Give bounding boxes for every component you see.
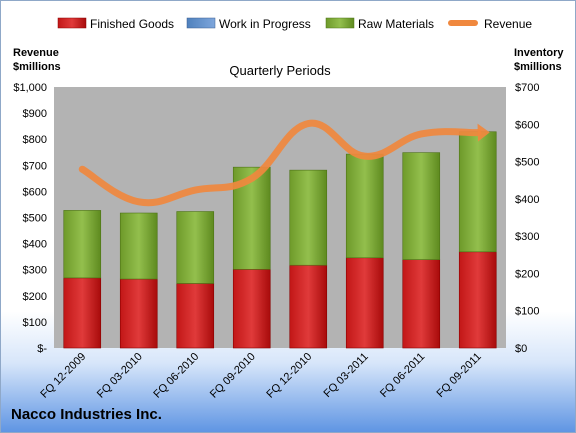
x-tick-label: FQ 09-2010	[208, 351, 258, 401]
revenue-line	[78, 119, 482, 207]
x-tick-label: FQ 03-2011	[321, 351, 370, 400]
bar-finished-goods-2	[119, 278, 158, 349]
y-right-tick-label: $600	[515, 119, 539, 131]
y-right-tick-label: $100	[515, 306, 539, 318]
bar-raw-materials-3	[176, 211, 215, 284]
y-left-tick-label: $900	[23, 108, 47, 120]
legend-label-finished-goods: Finished Goods	[90, 17, 174, 31]
y-left-tick-label: $200	[23, 291, 47, 303]
bar-raw-materials-6	[345, 153, 384, 259]
revenue-line-group	[78, 119, 490, 207]
y-right-tick-label: $0	[515, 343, 527, 355]
legend: Finished Goods Work in Progress Raw Mate…	[57, 17, 532, 31]
x-tick-label: FQ 12-2010	[264, 351, 314, 401]
legend-swatch-raw-materials	[325, 17, 355, 29]
bar-finished-goods-5	[289, 264, 328, 349]
x-tick-label: FQ 06-2011	[378, 351, 427, 400]
bar-raw-materials-8	[458, 131, 497, 253]
legend-label-work-in-progress: Work in Progress	[219, 17, 311, 31]
y-left-tick-label: $1,000	[13, 82, 47, 94]
x-tick-label: FQ 12-2009	[38, 351, 88, 401]
y-left-tick-label: $400	[23, 239, 47, 251]
legend-swatch-finished-goods	[57, 17, 87, 29]
y-left-tick-label: $300	[23, 265, 47, 277]
bar-finished-goods-1	[63, 277, 102, 349]
y-right-tick-label: $700	[515, 82, 539, 94]
y-right-tick-label: $500	[515, 157, 539, 169]
bar-raw-materials-2	[119, 212, 158, 280]
y-axis-left-title: Revenue	[13, 47, 59, 59]
y-left-tick-label: $800	[23, 134, 47, 146]
y-right-tick-label: $300	[515, 231, 539, 243]
bar-raw-materials-7	[402, 152, 441, 260]
x-tick-label: FQ 03-2010	[95, 351, 145, 401]
y-left-tick-label: $-	[37, 343, 47, 355]
x-tick-label: FQ 09-2011	[434, 351, 483, 400]
x-axis-ticks: FQ 12-2009 FQ 03-2010 FQ 06-2010 FQ 09-2010…	[38, 351, 483, 401]
y-left-tick-label: $700	[23, 160, 47, 172]
y-axis-left-unit: $millions	[13, 61, 61, 73]
x-tick-label: FQ 06-2010	[151, 351, 201, 401]
y-right-tick-label: $200	[515, 268, 539, 280]
y-axis-right-unit: $millions	[514, 61, 562, 73]
bar-raw-materials-5	[289, 169, 328, 266]
bar-finished-goods-3	[176, 283, 215, 349]
bar-raw-materials-1	[63, 210, 102, 279]
legend-swatch-work-in-progress	[186, 17, 216, 29]
y-left-tick-label: $500	[23, 213, 47, 225]
y-axis-right-title: Inventory	[514, 47, 564, 59]
bar-finished-goods-8	[458, 251, 497, 349]
y-left-tick-label: $600	[23, 186, 47, 198]
chart-title: Quarterly Periods	[229, 63, 331, 78]
legend-label-raw-materials: Raw Materials	[358, 17, 434, 31]
company-name: Nacco Industries Inc.	[11, 406, 162, 423]
revenue-arrowhead	[477, 123, 490, 142]
bar-finished-goods-4	[232, 269, 271, 349]
y-left-tick-label: $100	[23, 317, 47, 329]
bar-finished-goods-6	[345, 257, 384, 349]
bars-group	[63, 131, 497, 349]
y-axis-left-ticks: $- $100 $200 $300 $400 $500 $600 $700 $800 $900 $1…	[13, 82, 47, 355]
y-axis-right-ticks: $0 $100 $200 $300 $400 $500 $600 $700	[515, 82, 539, 355]
bar-finished-goods-7	[402, 259, 441, 349]
legend-label-revenue: Revenue	[484, 17, 532, 31]
y-right-tick-label: $400	[515, 194, 539, 206]
